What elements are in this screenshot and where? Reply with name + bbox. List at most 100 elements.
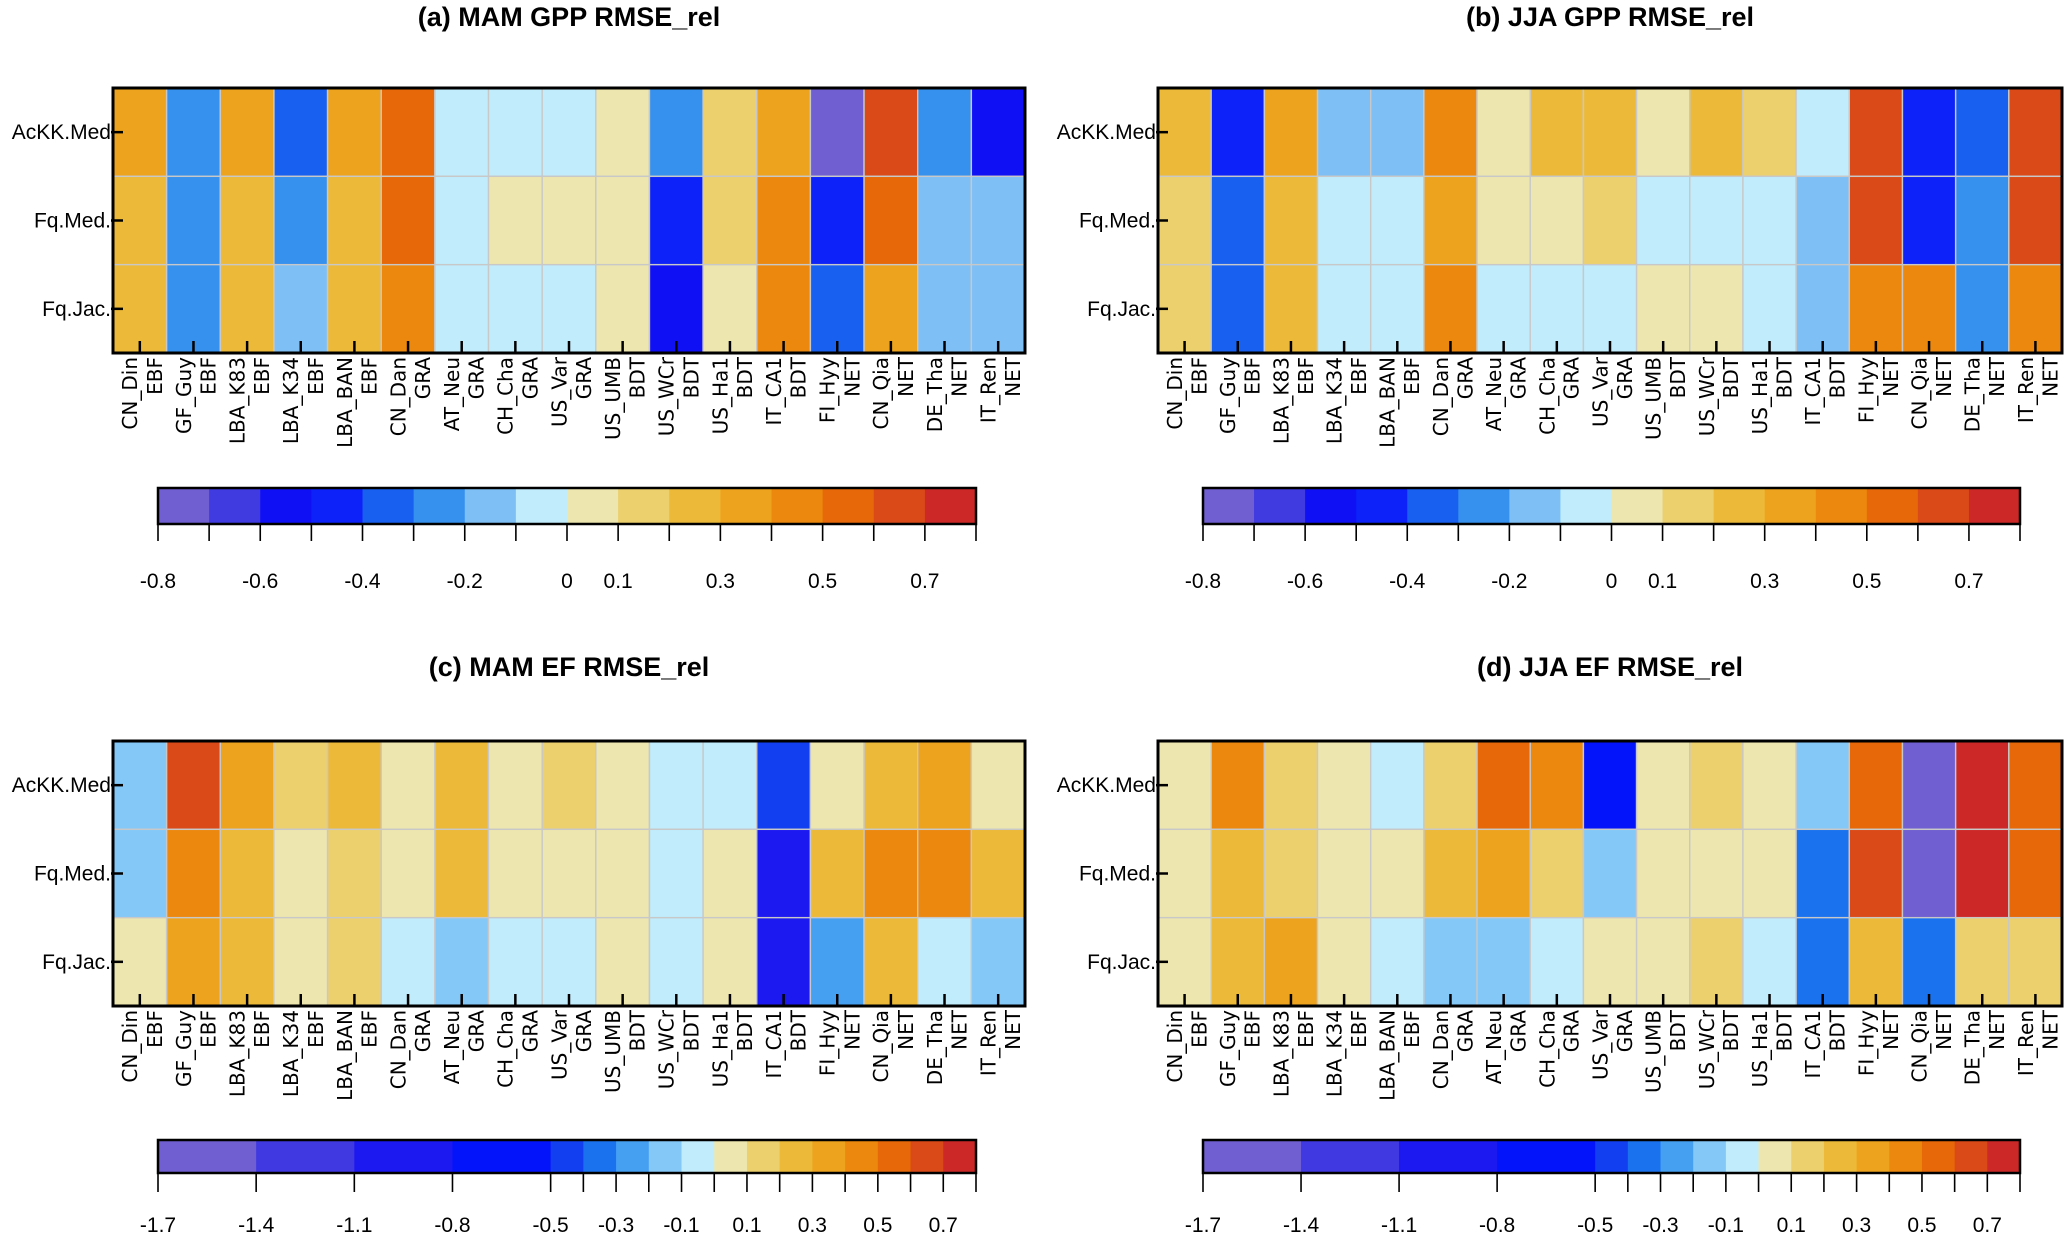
heatmap-cell [219,916,275,1007]
x-tick-label-pft: EBF [1187,357,1211,395]
x-tick-label-site: CN_Dan [386,357,410,436]
heatmap-cell [809,916,865,1007]
colorbar-swatch [550,1140,584,1173]
heatmap-cell [1795,828,1850,919]
x-tick-label-site: AT_Neu [440,357,464,431]
colorbar-swatch [1987,1140,2021,1173]
y-tick-label: AcKK.Med [12,774,111,797]
x-tick-label-site: LBA_K34 [1323,357,1347,444]
colorbar-tick-label: -1.4 [238,1214,275,1237]
colorbar-tick-label: -0.5 [1577,1214,1613,1237]
x-tick-label-site: LBA_BAN [333,357,357,448]
x-tick-label-pft: EBF [196,1010,220,1048]
heatmap-cell [1423,175,1478,266]
colorbar-swatch [583,1140,617,1173]
colorbar-swatch [1458,488,1510,524]
x-tick-label-site: FI_Hyy [1854,1010,1878,1076]
colorbar-tick-label: -0.8 [1185,570,1221,593]
heatmap-cell [434,828,490,919]
heatmap-cell [595,740,651,831]
colorbar-swatch [1921,1140,1956,1173]
x-tick-label-site: US_UMB [1642,1010,1666,1093]
colorbar-swatch [618,488,670,524]
x-tick-label-pft: GRA [518,357,542,400]
heatmap-cell [219,828,275,919]
heatmap-cell [1263,263,1319,354]
x-tick-label-site: US_WCr [1695,356,1719,436]
x-tick-label-site: US_Ha1 [1748,1010,1772,1087]
colorbar-swatch [1713,488,1766,524]
heatmap-cell [1476,916,1531,1007]
x-tick-label-site: IT_Ren [2014,1010,2038,1076]
colorbar-swatch [567,488,619,524]
colorbar-tick-label: -0.2 [1491,570,1527,593]
heatmap-cell [970,828,1026,919]
x-tick-label-pft: EBF [250,357,274,395]
panel-title: (b) JJA GPP RMSE_rel [1466,2,1754,32]
x-tick-label-site: FI_Hyy [816,357,840,423]
x-tick-label-pft: EBF [357,357,381,395]
x-tick-label-site: AT_Neu [1482,357,1506,431]
heatmap-cell [541,916,597,1007]
x-tick-label-site: FI_Hyy [816,1010,840,1076]
heatmap-cell [1848,740,1904,831]
heatmap-cell [219,87,275,178]
x-tick-label-site: CN_Din [118,1010,142,1083]
heatmap-cell [1476,175,1531,266]
x-tick-label-site: LBA_K83 [1269,357,1293,444]
y-tick-label: Fq.Jac. [42,951,111,974]
heatmap-cell [1848,263,1904,354]
x-tick-label-pft: GRA [518,1010,542,1053]
heatmap-cell [1263,828,1319,919]
colorbar-tick-label: -0.3 [598,1214,634,1237]
x-tick-label-site: GF_Guy [172,1010,196,1087]
x-tick-label-site: CN_Din [1163,1010,1187,1083]
heatmap-cell [326,828,382,919]
heatmap-cell [541,740,597,831]
x-tick-label-site: US_UMB [601,1010,625,1093]
heatmap-cell [165,263,221,354]
colorbar-swatch [746,1140,781,1173]
colorbar-tick-label: -0.6 [242,570,278,593]
heatmap-cell [273,175,329,266]
x-tick-label-pft: GRA [1560,1010,1584,1053]
colorbar: -1.7 -1.4 -1.1 -0.8 -0.5 -0.3 -0.1 0.1 0.3 0.5 0.7 [140,1138,978,1237]
heatmap-cell [1316,175,1372,266]
heatmap-cell [1689,828,1744,919]
colorbar-tick-label: -1.4 [1283,1214,1320,1237]
x-tick-label-site: DE_Tha [923,1010,947,1085]
heatmap-cell [273,740,329,831]
x-tick-label-pft: EBF [143,357,167,395]
heatmap-cell [380,263,436,354]
heatmap-cell [1582,175,1638,266]
colorbar-tick-label: -0.5 [533,1214,569,1237]
colorbar-swatch [771,488,824,524]
colorbar-tick-label: 0.3 [798,1214,827,1237]
colorbar-tick-label: -0.6 [1287,570,1323,593]
heatmap-cell [1370,263,1425,354]
y-tick-label: AcKK.Med [1057,121,1156,144]
heatmap-cell [1795,175,1850,266]
colorbar-swatch [1693,1140,1727,1173]
colorbar-swatch [910,1140,944,1173]
colorbar-tick-label: 0.1 [1777,1214,1806,1237]
x-tick-label-pft: NET [948,356,972,397]
x-tick-label-pft: BDT [679,1009,703,1051]
x-tick-label-pft: GRA [1453,357,1477,400]
x-tick-label-site: GF_Guy [1216,357,1240,434]
x-tick-label-pft: BDT [1719,356,1743,398]
x-tick-label-pft: BDT [1826,356,1850,398]
heatmap-cell [380,740,436,831]
x-tick-label-site: LBA_K83 [1269,1010,1293,1097]
heatmap-cell [648,828,704,919]
x-tick-label-pft: GRA [1453,1010,1477,1053]
heatmap-cell [756,175,812,266]
heatmap-cell [1848,828,1904,919]
heatmap-cell [434,740,490,831]
x-tick-label-site: IT_CA1 [762,1010,786,1079]
heatmap-cell [1635,916,1691,1007]
heatmap-cell [1370,916,1425,1007]
heatmap-cell [702,263,758,354]
heatmap-cell [863,828,919,919]
colorbar-swatch [1758,1140,1792,1173]
